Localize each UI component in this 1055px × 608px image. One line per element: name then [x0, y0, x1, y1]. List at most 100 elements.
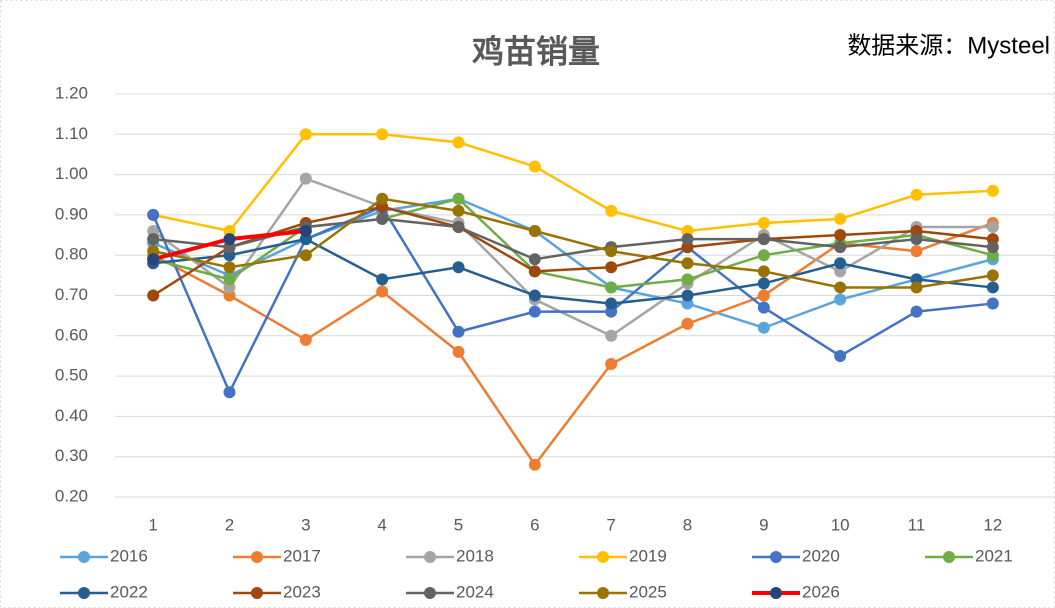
data-point [452, 261, 465, 274]
legend-label: 2024 [456, 582, 494, 601]
data-point [147, 208, 160, 221]
data-point [223, 273, 236, 286]
legend-marker [597, 587, 609, 599]
legend-label: 2020 [802, 546, 840, 565]
data-point [681, 317, 694, 330]
legend-marker [424, 551, 436, 563]
data-point [605, 329, 618, 342]
data-point [757, 216, 770, 229]
legend-marker [770, 587, 782, 599]
data-point [452, 192, 465, 205]
data-point [299, 333, 312, 346]
data-point [299, 225, 312, 238]
x-tick-label: 11 [908, 515, 926, 534]
data-point [757, 265, 770, 278]
series-line [152, 221, 994, 467]
legend-label: 2018 [456, 546, 494, 565]
x-tick-label: 5 [454, 515, 463, 534]
data-point [147, 289, 160, 302]
legend-label: 2017 [283, 546, 321, 565]
data-point [452, 345, 465, 358]
data-point [605, 261, 618, 274]
data-point [147, 233, 160, 246]
data-point [299, 249, 312, 262]
y-tick-label: 1.20 [55, 83, 88, 102]
series-line [152, 205, 993, 396]
legend-marker [770, 551, 782, 563]
legend-marker [78, 551, 90, 563]
chart-title: 鸡苗销量 [471, 33, 600, 69]
data-point [757, 289, 770, 302]
y-tick-label: 1.10 [55, 124, 88, 143]
data-point [528, 160, 541, 173]
legend-label: 2023 [283, 582, 321, 601]
x-tick-label: 9 [759, 515, 768, 534]
series-line [152, 177, 993, 338]
legend-marker [78, 587, 90, 599]
data-point [834, 349, 847, 362]
data-point [528, 225, 541, 238]
source-note: 数据来源：Mysteel [847, 32, 1050, 59]
data-point [910, 233, 923, 246]
data-point [986, 184, 999, 197]
data-point [910, 281, 923, 294]
data-point [834, 293, 847, 306]
x-tick-label: 4 [377, 515, 386, 534]
data-point [986, 241, 999, 254]
data-point [986, 269, 999, 282]
y-tick-label: 0.50 [55, 366, 88, 385]
series-line [152, 197, 994, 289]
x-tick-label: 3 [301, 515, 310, 534]
data-point [376, 128, 389, 141]
data-point [681, 233, 694, 246]
series-line [153, 217, 993, 261]
legend-label: 2021 [975, 546, 1013, 565]
data-point [605, 204, 618, 217]
data-point [605, 245, 618, 258]
series-line [153, 237, 993, 305]
data-point [910, 305, 923, 318]
data-point [757, 233, 770, 246]
data-point [528, 305, 541, 318]
data-point [376, 212, 389, 225]
data-point [681, 257, 694, 270]
x-tick-label: 2 [225, 515, 234, 534]
data-point [986, 220, 999, 233]
data-point [452, 325, 465, 338]
x-tick-label: 6 [530, 515, 539, 534]
legend-label: 2026 [802, 582, 840, 601]
data-point [910, 188, 923, 201]
data-point [528, 289, 541, 302]
series-line [152, 133, 993, 233]
data-point [681, 289, 694, 302]
series-line [152, 197, 994, 289]
data-point [910, 245, 923, 258]
legend-label: 2025 [629, 582, 667, 601]
data-point [834, 229, 847, 242]
data-point [528, 458, 541, 471]
legend-marker [943, 551, 955, 563]
data-point [986, 297, 999, 310]
data-point [299, 128, 312, 141]
legend-label: 2019 [629, 546, 667, 565]
legend-marker [251, 551, 263, 563]
data-point [834, 212, 847, 225]
data-point [452, 220, 465, 233]
data-point [757, 301, 770, 314]
y-tick-label: 0.20 [55, 486, 88, 505]
x-tick-label: 12 [983, 515, 1002, 534]
data-point [834, 241, 847, 254]
x-tick-label: 7 [606, 515, 615, 534]
series-line [152, 197, 994, 330]
data-point [986, 281, 999, 294]
y-tick-label: 1.00 [55, 164, 88, 183]
data-point [757, 249, 770, 262]
data-point [223, 233, 236, 246]
data-point [376, 273, 389, 286]
x-tick-label: 8 [683, 515, 692, 534]
y-tick-label: 0.80 [55, 245, 88, 264]
data-point [605, 281, 618, 294]
y-tick-label: 0.40 [55, 406, 88, 425]
